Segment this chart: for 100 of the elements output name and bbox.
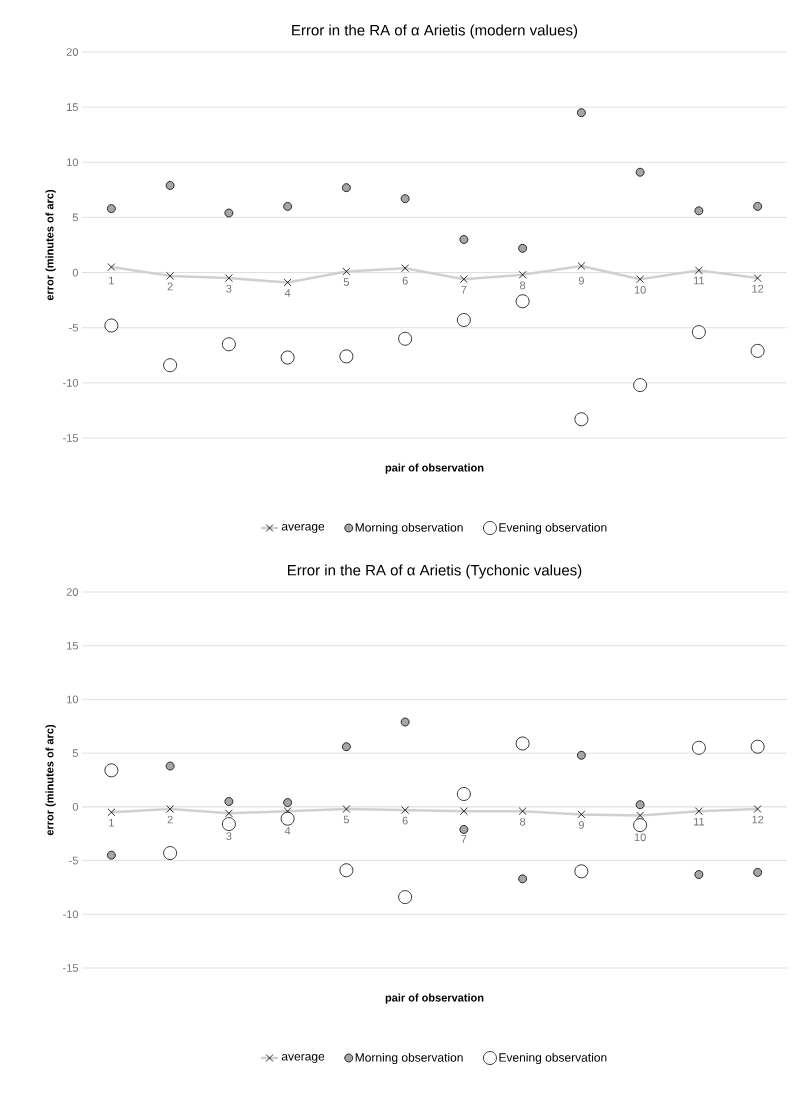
point [518, 243, 528, 253]
point [221, 337, 236, 352]
y-tick-label: -15 [63, 964, 78, 972]
y-tick-label: 15 [67, 103, 78, 111]
point [574, 864, 589, 879]
point [106, 204, 116, 214]
chart-title: Error in the RA of α Arietis (modern values) [292, 24, 578, 39]
y-tick-label: 10 [67, 695, 79, 704]
x-tick-label: 1 [109, 276, 114, 285]
point [283, 202, 293, 211]
x-tick-label: 7 [461, 285, 467, 294]
point [635, 167, 645, 177]
y-tick-label: 20 [66, 48, 79, 56]
legend-label: Evening observation [499, 522, 607, 535]
point [398, 331, 413, 346]
legend-label: Evening observation [499, 1052, 607, 1065]
point [400, 717, 410, 727]
y-tick-label: -5 [69, 856, 78, 865]
y-tick-label: 0 [72, 268, 79, 277]
point [165, 761, 175, 771]
point [574, 412, 589, 427]
x-tick-label: 12 [752, 284, 764, 293]
x-tick-label: 10 [634, 285, 646, 294]
point [339, 349, 354, 364]
x-tick-label: 9 [578, 276, 584, 285]
point [456, 787, 471, 801]
y-axis-title: error (minutes of arc) [45, 189, 56, 301]
point [106, 850, 116, 860]
point [339, 863, 354, 878]
point [398, 890, 413, 905]
point [341, 183, 351, 193]
x-tick-label: 4 [284, 826, 291, 835]
legend-label: average [281, 1054, 325, 1063]
y-tick-label: 20 [66, 588, 79, 596]
point [221, 817, 236, 831]
point [459, 235, 469, 244]
point [400, 194, 410, 204]
point [341, 742, 351, 752]
y-tick-label: -15 [63, 434, 78, 442]
x-tick-label: 6 [402, 276, 408, 285]
x-axis-title: pair of observation [385, 993, 484, 1004]
point [576, 750, 586, 760]
x-tick-label: 8 [520, 817, 526, 826]
point [163, 358, 178, 373]
x-tick-label: 11 [694, 276, 705, 285]
legend-label: Morning observation [355, 522, 463, 535]
point [694, 870, 704, 879]
x-axis-title: pair of observation [385, 463, 484, 474]
y-axis-title: error (minutes of arc) [45, 724, 56, 836]
point [280, 811, 295, 826]
point [750, 739, 765, 754]
x-tick-label: 12 [752, 815, 764, 824]
legend-label: average [281, 524, 325, 533]
x-tick-label: 10 [634, 833, 646, 842]
y-tick-label: -10 [63, 378, 79, 387]
x-tick-label: 6 [402, 816, 408, 825]
x-tick-label: 5 [343, 278, 349, 286]
y-tick-label: 5 [72, 213, 78, 222]
point [224, 797, 234, 806]
x-tick-label: 8 [520, 281, 526, 290]
legend-label: Morning observation [355, 1052, 463, 1065]
point [224, 208, 234, 218]
point [165, 181, 175, 190]
x-tick-label: 3 [226, 284, 232, 293]
x-tick-label: 4 [284, 289, 291, 297]
point [576, 108, 586, 118]
point [280, 350, 295, 365]
point [515, 736, 530, 751]
point [750, 343, 765, 358]
point [753, 868, 763, 877]
point [104, 763, 119, 778]
y-tick-label: -10 [63, 910, 79, 919]
point [633, 378, 648, 392]
x-tick-label: 5 [343, 815, 349, 824]
x-tick-label: 2 [167, 815, 173, 824]
point [633, 818, 648, 833]
point [104, 318, 119, 333]
y-tick-label: 15 [67, 641, 78, 650]
x-tick-label: 11 [694, 817, 705, 826]
point [518, 874, 528, 884]
point [694, 206, 704, 216]
x-tick-label: 1 [109, 818, 114, 827]
chart-title: Error in the RA of α Arietis (Tychonic values) [288, 564, 582, 579]
point [515, 294, 530, 309]
y-tick-label: 0 [72, 802, 79, 811]
y-tick-label: -5 [69, 323, 78, 332]
point [459, 825, 469, 834]
point [691, 325, 706, 340]
point [163, 846, 178, 860]
x-tick-label: 9 [578, 821, 584, 829]
x-tick-label: 3 [226, 832, 232, 841]
point [635, 800, 645, 810]
y-tick-label: 10 [67, 158, 79, 167]
point [283, 798, 293, 807]
point [691, 740, 706, 755]
point [753, 202, 763, 211]
point [456, 313, 471, 327]
x-tick-label: 7 [461, 835, 467, 843]
x-tick-label: 2 [167, 282, 173, 291]
y-tick-label: 5 [72, 749, 78, 757]
